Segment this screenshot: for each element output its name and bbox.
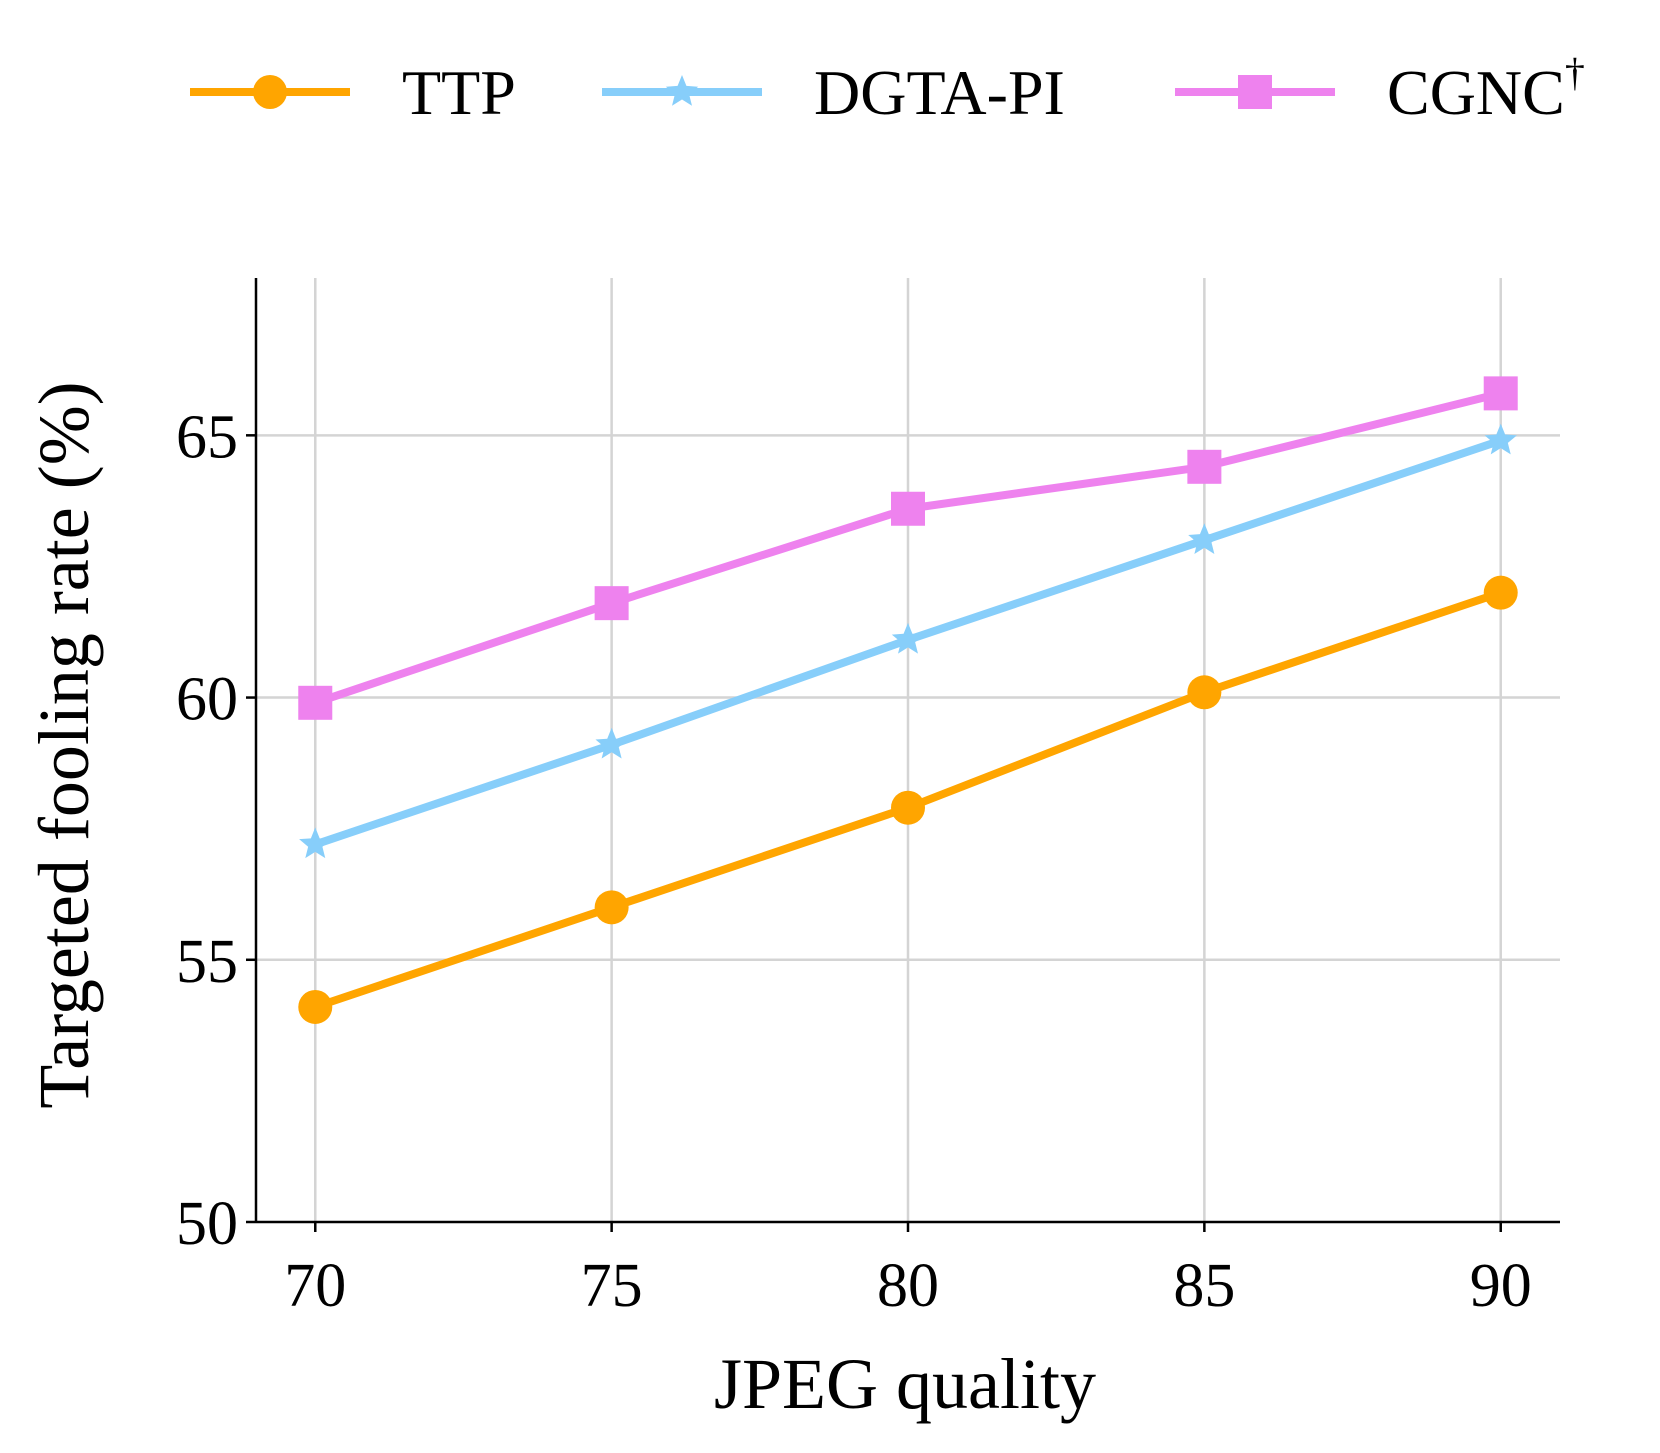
ticks: 70 75 80 85 90 50 55 60 65 xyxy=(176,403,1532,1320)
y-tick-label: 65 xyxy=(176,403,238,471)
x-tick-label: 85 xyxy=(1173,1252,1235,1320)
data-point xyxy=(298,989,333,1024)
y-axis-label: Targeted fooling rate (%) xyxy=(24,381,104,1108)
y-tick-label: 60 xyxy=(176,666,238,734)
legend-superscript: † xyxy=(1565,50,1585,95)
data-point xyxy=(1483,376,1518,411)
series-dgta-pi xyxy=(299,423,1517,859)
data-point xyxy=(891,491,925,526)
x-tick-label: 75 xyxy=(581,1252,643,1320)
series-ttp xyxy=(298,575,1518,1024)
y-tick-label: 55 xyxy=(176,928,238,996)
data-point xyxy=(891,622,925,654)
legend-item: CGNC† xyxy=(1175,50,1585,128)
x-tick-label: 70 xyxy=(284,1252,346,1320)
legend-item: TTP xyxy=(190,57,516,128)
data-point xyxy=(298,685,333,720)
data-point xyxy=(1187,675,1222,710)
legend-label: DGTA-PI xyxy=(814,57,1065,128)
series-cgnc xyxy=(298,376,1518,720)
legend-swatch-marker xyxy=(1238,75,1272,109)
data-point xyxy=(594,586,629,621)
data-point xyxy=(1484,423,1517,455)
x-axis-label: JPEG quality xyxy=(714,1344,1096,1424)
x-tick-label: 80 xyxy=(877,1252,939,1320)
legend-label: TTP xyxy=(402,57,516,128)
data-point xyxy=(1187,449,1222,484)
grid xyxy=(256,278,1560,1222)
data-point xyxy=(595,727,628,759)
x-tick-label: 90 xyxy=(1470,1252,1532,1320)
legend-swatch-marker xyxy=(665,75,699,106)
legend-item: DGTA-PI xyxy=(602,57,1065,128)
y-tick-label: 50 xyxy=(176,1190,238,1258)
data-point xyxy=(1188,523,1221,554)
legend-label: CGNC† xyxy=(1387,50,1585,128)
data-point xyxy=(594,890,629,925)
series-layer xyxy=(298,376,1518,1024)
data-point xyxy=(891,790,925,825)
legend: TTP DGTA-PI CGNC† xyxy=(190,50,1585,128)
data-point xyxy=(1483,575,1518,610)
legend-swatch-marker xyxy=(253,75,287,109)
data-point xyxy=(299,827,332,859)
